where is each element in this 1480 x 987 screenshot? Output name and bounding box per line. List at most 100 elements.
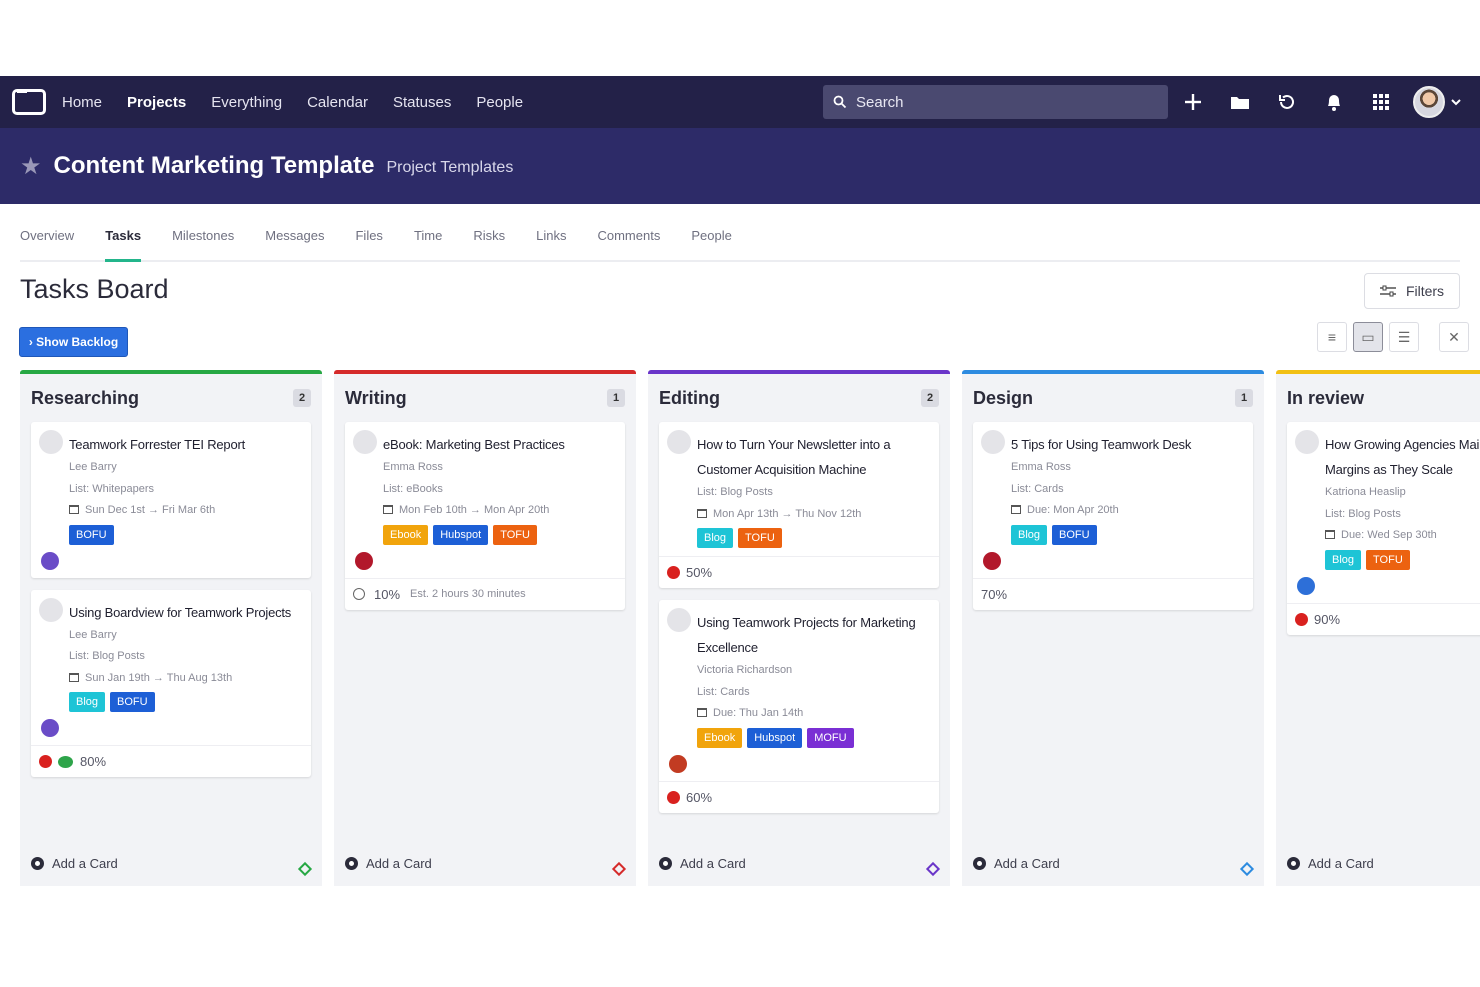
complete-checkbox[interactable]: [39, 430, 63, 454]
task-card[interactable]: Using Boardview for Teamwork Projects Lee…: [31, 589, 311, 777]
card-title[interactable]: How Growing Agencies Maintain Healthy Ma…: [1325, 437, 1480, 477]
card-title[interactable]: Using Boardview for Teamwork Projects: [69, 604, 292, 620]
assignee-avatar[interactable]: [355, 551, 373, 570]
tag-badge[interactable]: Blog: [69, 692, 106, 712]
card-title-row: Using Boardview for Teamwork Projects: [39, 597, 303, 625]
apps-grid-icon[interactable]: [1366, 87, 1396, 117]
comment-icon[interactable]: [58, 755, 73, 768]
card-list: List: Whitepapers: [69, 482, 154, 495]
bell-icon[interactable]: [1319, 87, 1349, 117]
column-title[interactable]: Writing: [345, 387, 407, 408]
tab-comments[interactable]: Comments: [597, 228, 661, 243]
tag-badge[interactable]: Blog: [697, 528, 734, 548]
progress-percent: 50%: [686, 565, 713, 580]
card-title[interactable]: How to Turn Your Newsletter into a Custo…: [697, 437, 891, 477]
assignee-avatar[interactable]: [41, 551, 59, 570]
task-card[interactable]: eBook: Marketing Best Practices Emma Ross…: [345, 422, 625, 610]
task-card[interactable]: How to Turn Your Newsletter into a Custo…: [659, 422, 939, 588]
complete-checkbox[interactable]: [39, 597, 63, 622]
calendar-icon: [383, 505, 393, 514]
tag-badge[interactable]: BOFU: [69, 524, 114, 545]
card-assignee: Emma Ross: [1011, 461, 1071, 473]
complete-checkbox[interactable]: [667, 608, 691, 632]
nav-everything[interactable]: Everything: [211, 93, 283, 111]
tab-links[interactable]: Links: [536, 228, 567, 243]
search-input[interactable]: Search: [823, 85, 1168, 119]
tag-badge[interactable]: Ebook: [697, 727, 743, 748]
tag-badge[interactable]: BOFU: [110, 692, 155, 712]
star-icon[interactable]: ★: [20, 152, 42, 180]
tag-badge[interactable]: TOFU: [738, 528, 782, 548]
complete-checkbox[interactable]: [981, 430, 1005, 454]
column-title[interactable]: Researching: [31, 387, 140, 408]
folder-icon[interactable]: [1225, 87, 1255, 117]
add-icon[interactable]: [1178, 87, 1208, 117]
complete-checkbox[interactable]: [353, 430, 377, 454]
tag-badge[interactable]: Hubspot: [747, 727, 803, 748]
show-backlog-button[interactable]: › Show Backlog: [19, 327, 128, 357]
column-title[interactable]: Editing: [659, 387, 720, 408]
tab-time[interactable]: Time: [413, 228, 443, 243]
assignee-avatar[interactable]: [41, 719, 59, 737]
card-title[interactable]: 5 Tips for Using Teamwork Desk: [1011, 437, 1192, 452]
tag-badge[interactable]: TOFU: [493, 524, 537, 545]
nav-statuses[interactable]: Statuses: [392, 93, 452, 111]
card-title[interactable]: Using Teamwork Projects for Marketing Ex…: [697, 615, 916, 655]
card-title[interactable]: Teamwork Forrester TEI Report: [69, 437, 246, 452]
nav-people[interactable]: People: [476, 93, 524, 111]
complete-checkbox[interactable]: [1295, 430, 1319, 454]
app-logo-icon[interactable]: [12, 89, 46, 115]
add-card-button[interactable]: Add a Card: [334, 840, 636, 886]
tag-badge[interactable]: TOFU: [1366, 549, 1410, 570]
add-card-button[interactable]: Add a Card: [20, 840, 322, 886]
task-card[interactable]: Teamwork Forrester TEI Report Lee Barry Li…: [31, 422, 311, 578]
tab-messages[interactable]: Messages: [265, 228, 325, 243]
card-title[interactable]: eBook: Marketing Best Practices: [383, 437, 565, 452]
tab-tasks[interactable]: Tasks: [105, 203, 141, 262]
tag-badge[interactable]: Blog: [1011, 524, 1048, 545]
list-view-icon[interactable]: ≡: [1317, 322, 1347, 352]
column-title[interactable]: In review: [1287, 387, 1365, 408]
assignee-avatar[interactable]: [1297, 576, 1315, 595]
card-footer: 80%: [31, 745, 311, 769]
nav-projects[interactable]: Projects: [127, 93, 187, 111]
tag-badge[interactable]: Ebook: [383, 524, 429, 545]
add-card-button[interactable]: Add a Card: [962, 840, 1264, 886]
tag-badge[interactable]: BOFU: [1052, 524, 1097, 545]
card-title-row: Teamwork Forrester TEI Report: [39, 430, 303, 457]
gantt-view-icon[interactable]: ☰: [1389, 322, 1419, 352]
tag-badge[interactable]: Hubspot: [433, 524, 489, 545]
tag-badge[interactable]: Blog: [1325, 549, 1362, 570]
board-view-icon[interactable]: ▭: [1353, 322, 1383, 352]
task-card[interactable]: Using Teamwork Projects for Marketing Ex…: [659, 600, 939, 813]
add-card-button[interactable]: Add a Card: [648, 840, 950, 886]
tag-badge[interactable]: MOFU: [807, 727, 854, 748]
complete-checkbox[interactable]: [667, 430, 691, 454]
chevron-down-icon[interactable]: [1451, 98, 1461, 106]
add-card-button[interactable]: Add a Card: [1276, 840, 1480, 886]
user-avatar[interactable]: [1413, 86, 1445, 118]
filters-button[interactable]: Filters: [1364, 273, 1460, 309]
board-column: In review How Growing Agencies Maintain H…: [1276, 370, 1480, 886]
nav-calendar[interactable]: Calendar: [307, 93, 368, 111]
history-icon[interactable]: [1272, 87, 1302, 117]
tab-milestones[interactable]: Milestones: [172, 228, 235, 243]
nav-home[interactable]: Home: [62, 93, 103, 111]
clock-icon: [353, 588, 365, 600]
tab-files[interactable]: Files: [355, 228, 383, 243]
column-header: Design 1: [962, 374, 1264, 422]
tab-overview[interactable]: Overview: [20, 228, 75, 243]
assignee-avatar[interactable]: [983, 551, 1001, 570]
board-column: Researching 2 Teamwork Forrester TEI Repor…: [20, 370, 322, 886]
column-count-badge: 2: [921, 389, 939, 407]
tab-people[interactable]: People: [691, 228, 732, 243]
calendar-icon: [1011, 505, 1021, 514]
task-card[interactable]: 5 Tips for Using Teamwork Desk Emma Ross L…: [973, 422, 1253, 610]
project-subtitle[interactable]: Project Templates: [386, 159, 514, 176]
task-card[interactable]: How Growing Agencies Maintain Healthy Ma…: [1287, 422, 1480, 635]
fullscreen-icon[interactable]: ✕: [1439, 322, 1469, 352]
assignee-avatar[interactable]: [669, 754, 687, 773]
card-title-row: Using Teamwork Projects for Marketing Ex…: [667, 608, 931, 660]
column-title[interactable]: Design: [973, 387, 1034, 408]
tab-risks[interactable]: Risks: [473, 228, 506, 243]
